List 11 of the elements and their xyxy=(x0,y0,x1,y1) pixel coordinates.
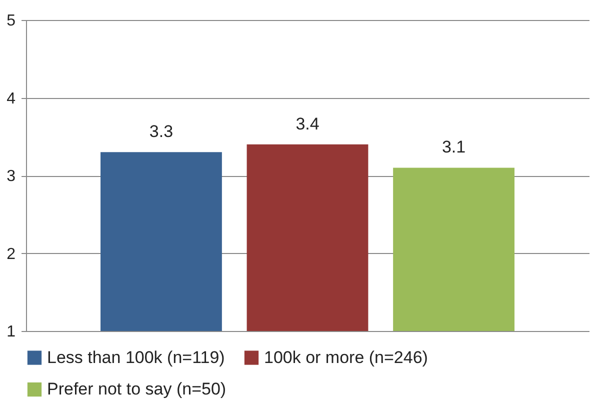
y-tick-label: 1 xyxy=(6,324,16,340)
data-label: 3.1 xyxy=(442,138,466,157)
data-label: 3.4 xyxy=(296,114,320,134)
legend-label: Less than 100k (n=119) xyxy=(47,348,225,367)
legend-label: Prefer not to say (n=50) xyxy=(47,380,226,398)
data-label: 3.3 xyxy=(149,122,174,142)
legend-label: 100k or more (n=246) xyxy=(264,348,428,367)
y-tick-label: 4 xyxy=(6,90,16,108)
y-tick-label: 3 xyxy=(6,168,16,185)
y-tick-label: 5 xyxy=(6,12,16,30)
y-tick-label: 2 xyxy=(6,246,16,263)
